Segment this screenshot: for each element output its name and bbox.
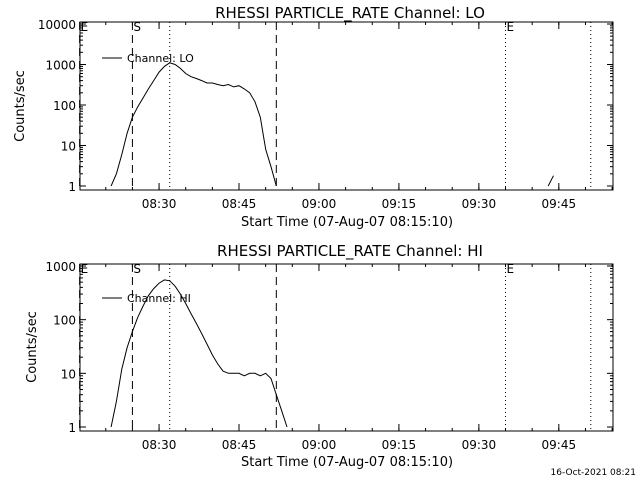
legend-label: Channel: LO [127, 52, 194, 65]
y-tick-label: 1 [68, 421, 76, 435]
event-marker-label: E [81, 262, 89, 276]
event-marker-label: E [507, 20, 515, 34]
chart-title: RHESSI PARTICLE_RATE Channel: HI [217, 242, 483, 261]
event-marker-label: S [133, 20, 141, 34]
event-marker-label: E [507, 262, 515, 276]
panel-lo: RHESSI PARTICLE_RATE Channel: LO 1 10 100 1… [13, 4, 614, 230]
y-tick-label: 100 [53, 314, 76, 328]
y-tick-label: 1000 [45, 260, 76, 274]
panel-hi: RHESSI PARTICLE_RATE Channel: HI 1 10 100 1… [25, 242, 614, 470]
series-line [110, 62, 277, 187]
y-tick-label: 100 [53, 99, 76, 113]
x-tick-label: 08:30 [142, 438, 177, 452]
y-tick-label: 10 [61, 367, 76, 381]
chart-title: RHESSI PARTICLE_RATE Channel: LO [215, 4, 485, 23]
y-tick-label: 10000 [38, 18, 76, 32]
plot-frame [79, 21, 614, 191]
x-axis-label: Start Time (07-Aug-07 08:15:10) [241, 215, 453, 230]
x-tick-label: 09:30 [462, 197, 497, 211]
legend: Channel: HI [102, 292, 191, 305]
series-line [547, 175, 554, 187]
x-tick-label: 09:45 [542, 197, 577, 211]
x-tick-label: 09:45 [542, 438, 577, 452]
legend: Channel: LO [102, 52, 194, 65]
y-axis-label: Counts/sec [25, 311, 40, 383]
x-tick-label: 09:00 [302, 197, 337, 211]
x-tick-label: 09:00 [302, 438, 337, 452]
y-tick-label: 10 [61, 140, 76, 154]
x-tick-label: 09:30 [462, 438, 497, 452]
event-marker-label: S [133, 262, 141, 276]
y-tick-label: 1 [68, 180, 76, 194]
x-tick-label: 09:15 [382, 438, 417, 452]
x-axis-label: Start Time (07-Aug-07 08:15:10) [241, 455, 453, 470]
x-tick-label: 08:45 [222, 438, 257, 452]
series-line [110, 279, 288, 428]
y-tick-label: 1000 [45, 59, 76, 73]
x-tick-label: 08:30 [142, 197, 177, 211]
legend-label: Channel: HI [127, 292, 191, 305]
plot-frame [79, 263, 614, 432]
y-axis-label: Counts/sec [13, 70, 28, 142]
x-tick-label: 08:45 [222, 197, 257, 211]
event-marker-label: E [81, 20, 89, 34]
x-tick-label: 09:15 [382, 197, 417, 211]
footer-timestamp: 16-Oct-2021 08:21 [551, 468, 636, 478]
